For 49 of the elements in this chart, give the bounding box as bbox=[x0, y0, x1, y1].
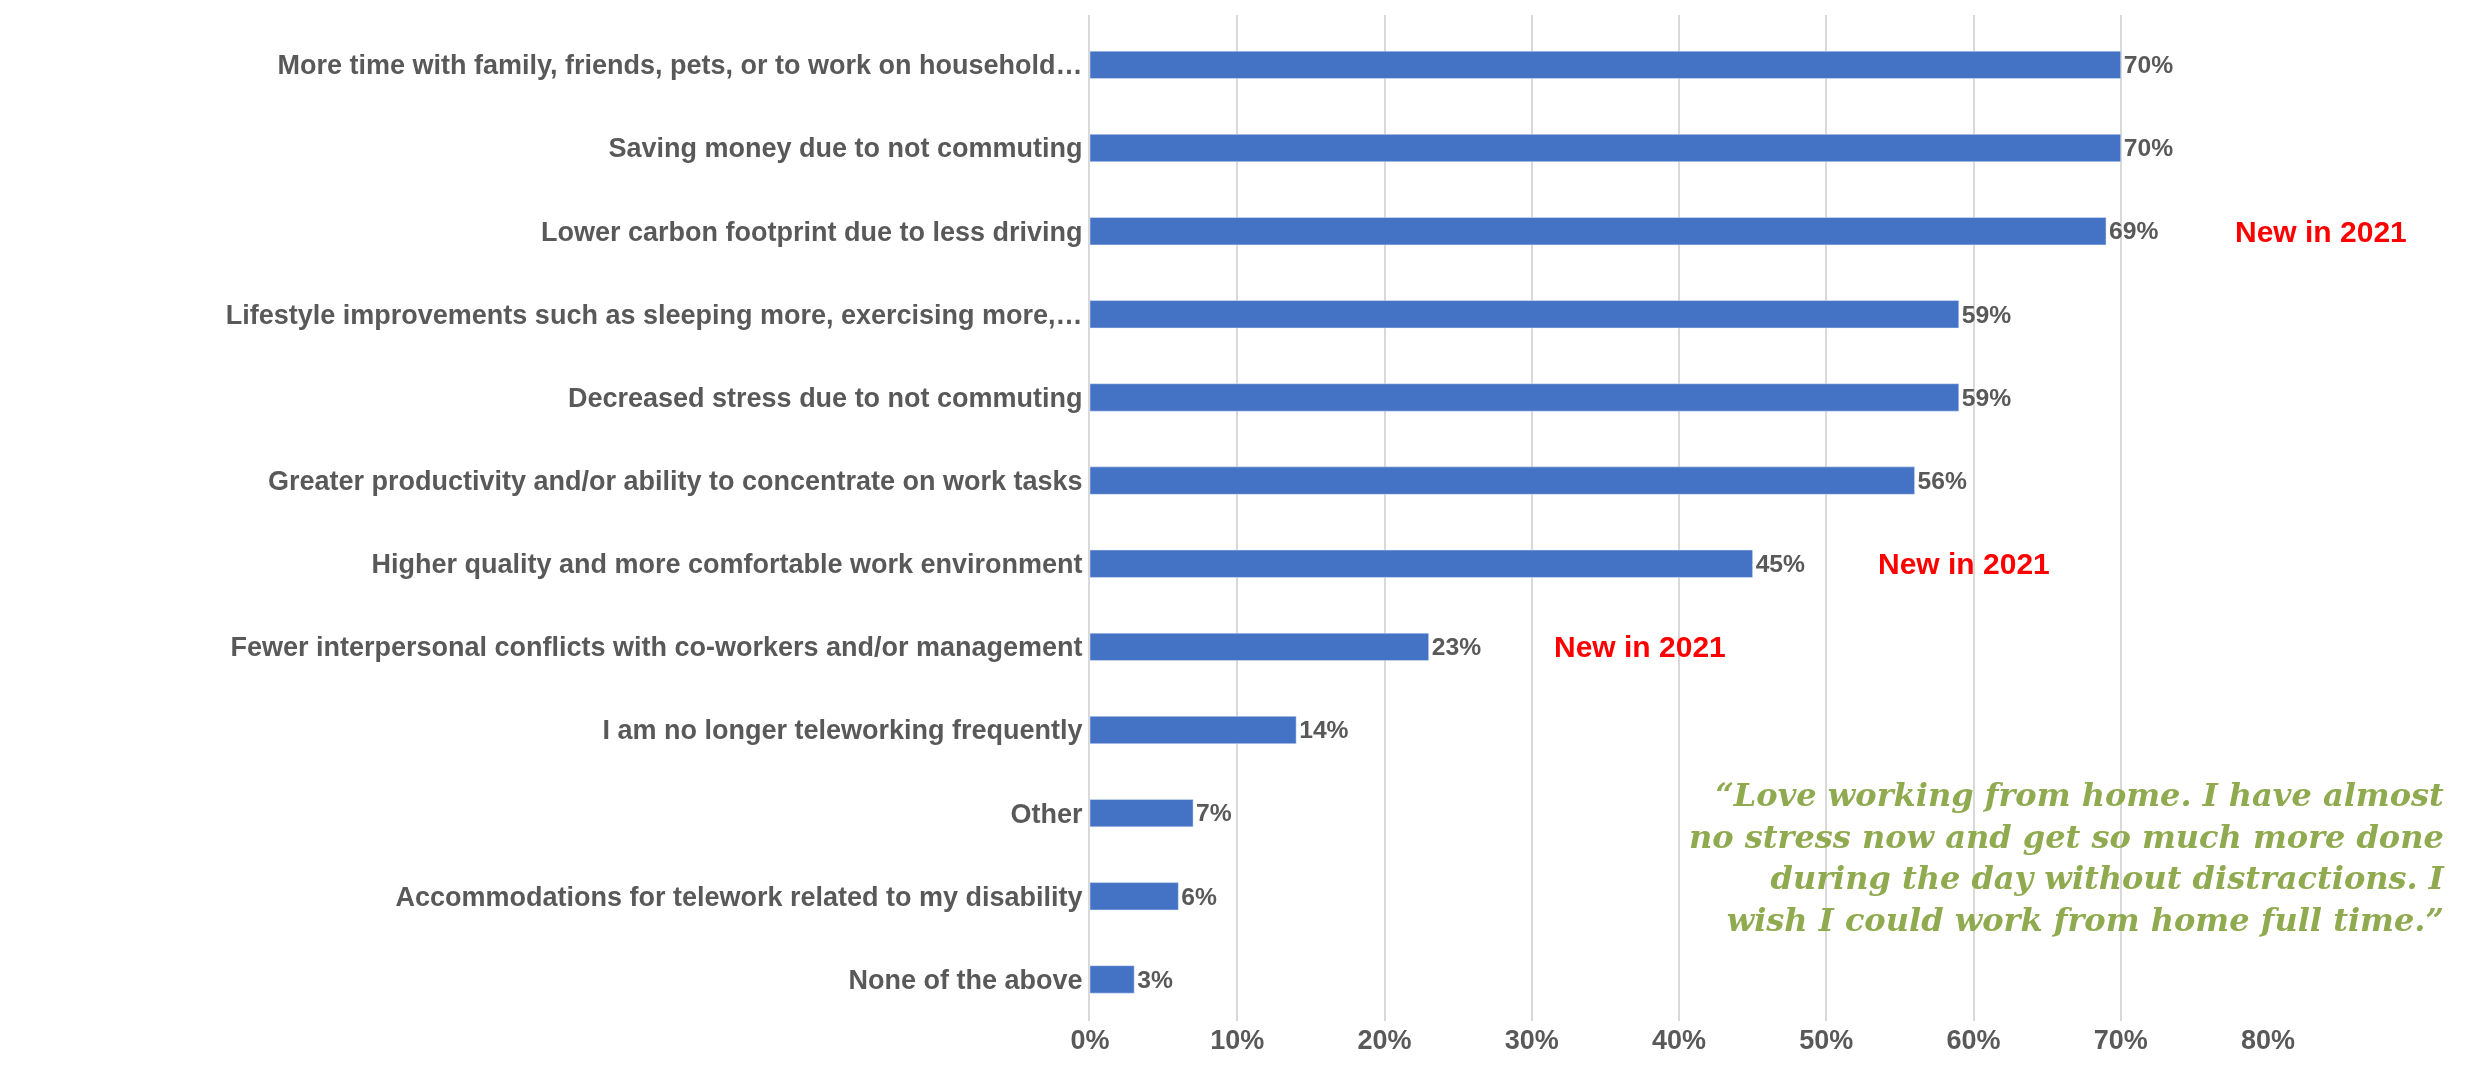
y-tick-label: Greater productivity and/or ability to concentrate on work tasks bbox=[267, 466, 1083, 497]
bar bbox=[1090, 466, 1915, 495]
data-label: 59% bbox=[1961, 383, 2012, 411]
x-tick-label: 50% bbox=[1799, 1025, 1854, 1055]
y-tick-label: Saving money due to not commuting bbox=[608, 133, 1083, 164]
x-tick-label: 40% bbox=[1651, 1025, 1707, 1055]
data-label: 70% bbox=[2123, 51, 2174, 79]
annotation: New in 2021 bbox=[1554, 630, 1726, 663]
data-label: 45% bbox=[1755, 549, 1806, 577]
bar bbox=[1090, 882, 1179, 911]
bar bbox=[1090, 383, 1960, 412]
annotation: New in 2021 bbox=[1878, 547, 2050, 580]
annotation: “Love working from home. I have almost no stress now and get so much more done during the day without distractions. I wish I could work from home full time.” bbox=[1689, 776, 2445, 939]
bar bbox=[1090, 50, 2121, 79]
annotation: New in 2021 bbox=[2235, 215, 2407, 248]
y-tick-label: I am no longer teleworking frequently bbox=[602, 715, 1083, 746]
data-label: 14% bbox=[1299, 716, 1349, 744]
data-label: 70% bbox=[2123, 134, 2174, 162]
data-label: 23% bbox=[1431, 633, 1482, 661]
data-label: 56% bbox=[1917, 466, 1968, 494]
data-label: 69% bbox=[2109, 217, 2159, 245]
y-tick-label: Higher quality and more comfortable work environment bbox=[371, 549, 1083, 580]
x-tick-label: 10% bbox=[1210, 1025, 1265, 1055]
x-tick-label: 0% bbox=[1070, 1025, 1110, 1055]
data-label: 59% bbox=[1961, 300, 2012, 328]
x-tick-label: 60% bbox=[1946, 1025, 2001, 1055]
bar bbox=[1090, 716, 1297, 744]
bar bbox=[1090, 217, 2107, 246]
y-tick-label: Fewer interpersonal conflicts with co-workers and/or management bbox=[230, 632, 1083, 663]
y-tick-label: Other bbox=[1010, 798, 1084, 829]
y-tick-label: Lower carbon footprint due to less driving bbox=[541, 216, 1083, 247]
data-label: 6% bbox=[1181, 882, 1218, 910]
x-tick-label: 30% bbox=[1504, 1025, 1559, 1055]
x-tick-label: 80% bbox=[2240, 1025, 2296, 1055]
bar bbox=[1090, 965, 1135, 994]
y-tick-label: More time with family, friends, pets, or to work on household… bbox=[277, 50, 1083, 81]
y-tick-label: Accommodations for telework related to my disability bbox=[395, 881, 1083, 912]
y-tick-label: None of the above bbox=[848, 964, 1083, 995]
x-tick-label: 70% bbox=[2093, 1025, 2148, 1055]
data-label: 7% bbox=[1196, 799, 1232, 827]
bar bbox=[1090, 799, 1194, 828]
bar bbox=[1090, 632, 1429, 661]
data-label: 3% bbox=[1137, 965, 1173, 993]
x-tick-label: 20% bbox=[1357, 1025, 1412, 1055]
y-tick-label: Decreased stress due to not commuting bbox=[567, 382, 1083, 413]
bar bbox=[1090, 134, 2121, 162]
y-tick-label: Lifestyle improvements such as sleeping more, exercising more,… bbox=[225, 299, 1083, 330]
bar bbox=[1090, 549, 1753, 578]
bar bbox=[1090, 300, 1960, 329]
